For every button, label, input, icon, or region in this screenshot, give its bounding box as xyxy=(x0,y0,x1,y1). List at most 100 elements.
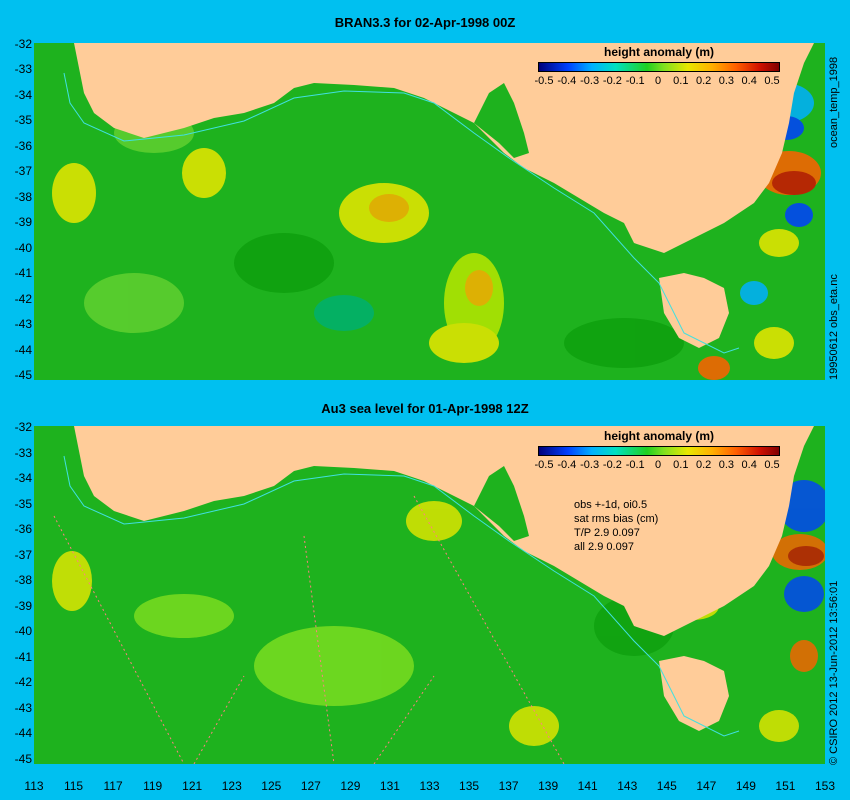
x-tick-label: 123 xyxy=(221,779,242,793)
panel-1-colorbar xyxy=(538,62,780,72)
x-tick-label: 127 xyxy=(300,779,321,793)
panel-2-title: Au3 sea level for 01-Apr-1998 12Z xyxy=(321,401,529,416)
x-tick-label: 147 xyxy=(696,779,717,793)
colorbar-tick-label: -0.2 xyxy=(602,459,622,471)
y-tick-label: -33 xyxy=(14,445,32,460)
x-tick-label: 113 xyxy=(24,779,44,793)
y-tick-label: -40 xyxy=(14,240,32,255)
panel-2-stats: obs +-1d, oi0.5 sat rms bias (cm) T/P 2.… xyxy=(574,498,658,554)
y-tick-label: -44 xyxy=(14,342,32,357)
colorbar-tick-label: -0.3 xyxy=(580,75,600,87)
colorbar-tick-label: 0.3 xyxy=(718,75,735,87)
y-tick-label: -34 xyxy=(14,471,32,486)
y-tick-label: -43 xyxy=(14,700,32,715)
stats-line: sat rms bias (cm) xyxy=(574,513,659,525)
y-tick-label: -32 xyxy=(14,420,32,434)
colorbar-tick-label: -0.1 xyxy=(625,459,645,471)
panel-1-colorbar-title: height anomaly (m) xyxy=(604,45,715,59)
x-tick-label: 125 xyxy=(261,779,282,793)
y-tick-label: -32 xyxy=(14,37,32,51)
panel-2-colorbar-labels: -0.5 -0.4 -0.3 -0.2 -0.1 0 0.1 0.2 0.3 0.4 0.5 xyxy=(534,459,780,473)
x-tick-label: 145 xyxy=(656,779,677,793)
y-tick-label: -45 xyxy=(14,752,32,766)
colorbar-tick-label: 0.1 xyxy=(673,459,689,471)
y-tick-label: -39 xyxy=(14,598,32,613)
coast-line xyxy=(63,72,740,354)
y-tick-label: -42 xyxy=(14,675,32,690)
y-tick-label: -41 xyxy=(14,266,32,281)
x-tick-label: 119 xyxy=(143,779,163,793)
gulf-cutout xyxy=(474,83,529,158)
colorbar-tick-label: 0.4 xyxy=(741,459,757,471)
y-tick-label: -38 xyxy=(14,573,32,588)
x-tick-label: 131 xyxy=(379,779,400,793)
colorbar-tick-label: -0.1 xyxy=(625,75,645,87)
x-tick-label: 121 xyxy=(182,779,203,793)
x-tick-label: 137 xyxy=(498,779,519,793)
x-tick-label: 141 xyxy=(577,779,598,793)
x-tick-label: 135 xyxy=(459,779,480,793)
panel-1-side-label-2: 19950612 obs_eta.nc xyxy=(828,274,840,380)
panel-1-colorbar-labels: -0.5 -0.4 -0.3 -0.2 -0.1 0 0.1 0.2 0.3 0.4 0.5 xyxy=(534,75,780,89)
panel-2-colorbar-title: height anomaly (m) xyxy=(604,429,715,443)
y-tick-label: -36 xyxy=(14,522,32,537)
colorbar-tick-label: -0.5 xyxy=(534,75,554,87)
y-tick-label: -35 xyxy=(14,496,32,511)
panel-2-svg xyxy=(34,426,825,764)
y-tick-label: -34 xyxy=(14,87,32,102)
colorbar-tick-label: 0.1 xyxy=(673,75,689,87)
stats-line: obs +-1d, oi0.5 xyxy=(574,499,648,511)
panel-2-colorbar xyxy=(538,446,780,456)
y-tick-label: -44 xyxy=(14,726,32,741)
australia-land xyxy=(74,43,814,253)
colorbar-tick-label: 0.3 xyxy=(718,459,735,471)
panel-1-svg xyxy=(34,43,825,380)
y-tick-label: -33 xyxy=(14,62,32,77)
satellite-tracks xyxy=(53,495,565,764)
y-tick-label: -38 xyxy=(14,189,32,204)
coast-line xyxy=(63,455,740,737)
colorbar-tick-label: -0.2 xyxy=(602,75,622,87)
y-tick-label: -37 xyxy=(14,547,32,562)
stats-line: all 2.9 0.097 xyxy=(574,541,634,553)
colorbar-tick-label: 0.5 xyxy=(764,459,780,471)
anomaly-blobs xyxy=(52,480,825,746)
colorbar-tick-label: 0.5 xyxy=(764,75,780,87)
x-tick-label: 149 xyxy=(735,779,756,793)
panel-1-map[interactable] xyxy=(34,43,825,380)
y-tick-label: -42 xyxy=(14,291,32,306)
y-tick-label: -36 xyxy=(14,138,32,153)
tasmania-land xyxy=(659,273,729,348)
y-tick-label: -39 xyxy=(14,215,32,230)
x-tick-label: 139 xyxy=(538,779,559,793)
colorbar-tick-label: 0.2 xyxy=(695,459,712,471)
panel-2-side-label: © CSIRO 2012 13-Jun-2012 13:56:01 xyxy=(828,580,840,765)
y-tick-label: -43 xyxy=(14,317,32,332)
colorbar-tick-label: 0 xyxy=(654,459,662,471)
x-tick-label: 115 xyxy=(63,779,84,793)
colorbar-tick-label: -0.4 xyxy=(557,459,577,471)
stats-line: T/P 2.9 0.097 xyxy=(574,527,640,539)
colorbar-tick-label: -0.5 xyxy=(534,459,554,471)
y-tick-label: -45 xyxy=(14,368,32,382)
x-tick-label: 143 xyxy=(617,779,638,793)
y-tick-label: -40 xyxy=(14,624,32,639)
x-tick-label: 117 xyxy=(103,779,123,793)
colorbar-tick-label: -0.3 xyxy=(580,459,600,471)
anomaly-blobs xyxy=(52,83,821,380)
panel-1-side-label: ocean_temp_1998 xyxy=(828,56,840,148)
gulf-cutout xyxy=(474,466,529,541)
x-tick-label: 153 xyxy=(814,779,836,793)
colorbar-tick-label: 0 xyxy=(654,75,662,87)
colorbar-tick-label: 0.4 xyxy=(741,75,757,87)
australia-land xyxy=(74,426,814,636)
y-tick-label: -35 xyxy=(14,113,32,128)
x-tick-label: 133 xyxy=(419,779,440,793)
panel-2-map[interactable] xyxy=(34,426,825,764)
colorbar-tick-label: -0.4 xyxy=(557,75,577,87)
panel-1-title: BRAN3.3 for 02-Apr-1998 00Z xyxy=(334,15,516,30)
y-tick-label: -37 xyxy=(14,164,32,179)
x-tick-label: 151 xyxy=(775,779,796,793)
tasmania-land xyxy=(659,656,729,731)
y-tick-label: -41 xyxy=(14,649,32,664)
